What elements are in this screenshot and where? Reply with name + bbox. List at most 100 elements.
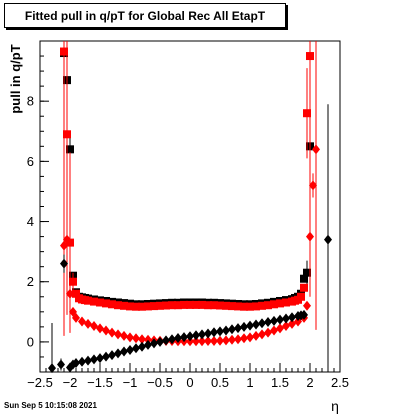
data-point <box>96 323 104 334</box>
data-point <box>297 292 305 301</box>
data-point <box>246 302 254 311</box>
data-point <box>180 332 188 343</box>
data-point <box>114 301 122 310</box>
data-point <box>78 316 86 327</box>
y-tick-label: 2 <box>27 274 34 289</box>
data-point <box>246 320 254 331</box>
data-point <box>138 334 146 345</box>
data-point <box>144 339 152 350</box>
data-point <box>48 363 56 374</box>
data-point <box>66 238 74 247</box>
data-point <box>90 354 98 365</box>
data-point <box>216 326 224 337</box>
data-point <box>132 302 140 311</box>
data-point <box>264 301 272 310</box>
data-point <box>303 109 311 118</box>
data-point <box>96 298 104 307</box>
data-point <box>246 332 254 343</box>
data-point <box>63 130 71 139</box>
data-point <box>186 300 194 309</box>
data-point <box>234 302 242 311</box>
data-point <box>264 317 272 328</box>
series-0 <box>60 41 314 309</box>
data-point <box>168 334 176 345</box>
data-point <box>252 319 260 330</box>
data-point <box>312 144 320 155</box>
data-point <box>198 300 206 309</box>
data-point <box>228 324 236 335</box>
data-point <box>150 302 158 311</box>
data-point <box>102 351 110 362</box>
data-point <box>258 329 266 340</box>
data-point <box>84 355 92 366</box>
axes: −2.5 −2 −1.5 −1 −0.5 0 0.5 1 1.5 2 2.5 0 2 4 6 8 <box>27 40 349 390</box>
x-tick-label: 1.5 <box>271 375 289 390</box>
x-tick-label: 0.5 <box>211 375 229 390</box>
y-tick-label: 0 <box>27 334 34 349</box>
data-point <box>216 301 224 310</box>
data-point <box>138 341 146 352</box>
data-point <box>198 329 206 340</box>
data-point <box>132 333 140 344</box>
data-point <box>174 332 182 343</box>
y-tick-label: 6 <box>27 154 34 169</box>
data-point <box>144 334 152 345</box>
x-tick-label: −2 <box>63 375 78 390</box>
data-point <box>180 300 188 309</box>
data-point <box>66 288 74 299</box>
chart-title: Fitted pull in q/pT for Global Rec All E… <box>4 3 286 28</box>
data-point <box>156 336 164 347</box>
series-1 <box>60 41 314 333</box>
data-point <box>63 234 71 245</box>
data-point <box>240 321 248 332</box>
y-tick-label: 4 <box>27 214 34 229</box>
data-point <box>210 336 218 347</box>
data-point <box>186 331 194 342</box>
data-point <box>264 327 272 338</box>
data-point <box>270 325 278 336</box>
data-point <box>252 302 260 311</box>
series-2 <box>60 41 320 347</box>
data-point <box>204 301 212 310</box>
y-tick-label: 8 <box>27 94 34 109</box>
data-point <box>210 327 218 338</box>
data-point <box>210 301 218 310</box>
data-point <box>126 302 134 311</box>
data-point <box>282 313 290 324</box>
x-tick-label: −0.5 <box>147 375 173 390</box>
data-point <box>276 323 284 334</box>
data-point <box>240 302 248 311</box>
data-point <box>192 330 200 341</box>
data-point <box>240 333 248 344</box>
data-point <box>108 327 116 338</box>
series-3 <box>48 104 332 374</box>
data-point <box>282 320 290 331</box>
data-point <box>108 350 116 361</box>
x-axis-label: η <box>331 398 339 414</box>
data-point <box>282 298 290 307</box>
data-point <box>216 335 224 346</box>
data-point <box>222 335 230 346</box>
data-point <box>252 330 260 341</box>
data-point <box>276 299 284 308</box>
data-point <box>66 145 74 154</box>
data-point <box>300 309 308 320</box>
data-point <box>60 47 68 56</box>
data-point <box>162 335 170 346</box>
data-point <box>300 274 308 283</box>
x-tick-label: 0 <box>186 375 193 390</box>
data-point <box>276 314 284 325</box>
data-point <box>120 346 128 357</box>
data-point <box>324 234 332 245</box>
data-point <box>222 301 230 310</box>
data-point <box>126 332 134 343</box>
data-point <box>72 357 80 368</box>
data-point <box>204 336 212 347</box>
data-point <box>300 283 308 292</box>
data-point <box>120 330 128 341</box>
data-point <box>96 353 104 364</box>
data-point <box>144 302 152 311</box>
x-tick-label: −1.5 <box>87 375 113 390</box>
data-point <box>303 300 311 311</box>
